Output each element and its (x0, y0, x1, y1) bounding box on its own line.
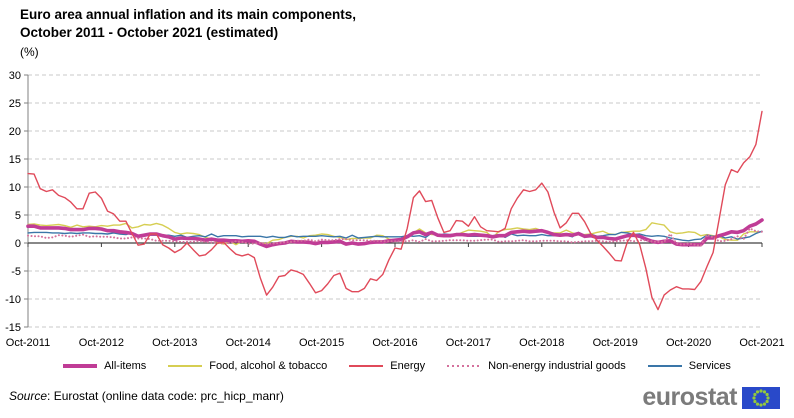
source-note: Source: Eurostat (online data code: prc_… (9, 389, 284, 403)
legend-item-all-items: All-items (63, 360, 146, 372)
source-text: : Eurostat (online data code: prc_hicp_m… (47, 389, 284, 403)
legend-item-services: Services (647, 360, 731, 372)
svg-text:30: 30 (9, 70, 21, 82)
svg-text:Oct-2016: Oct-2016 (372, 337, 417, 349)
legend-label: Services (688, 360, 731, 372)
svg-text:Oct-2017: Oct-2017 (446, 337, 491, 349)
svg-text:-10: -10 (5, 294, 21, 306)
svg-text:0: 0 (15, 238, 21, 250)
svg-text:5: 5 (15, 210, 21, 222)
chart-legend: All-items Food, alcohol & tobacco Energy… (0, 360, 794, 372)
legend-label: Food, alcohol & tobacco (209, 360, 328, 372)
svg-text:Oct-2018: Oct-2018 (519, 337, 564, 349)
eu-flag-icon (742, 387, 780, 409)
eurostat-logo: eurostat (642, 383, 780, 411)
chart-title-line2: October 2011 - October 2021 (estimated) (20, 25, 279, 40)
energy-line-swatch (349, 365, 384, 367)
svg-text:Oct-2014: Oct-2014 (226, 337, 271, 349)
all-items-line-swatch (63, 364, 98, 368)
svg-text:Oct-2020: Oct-2020 (666, 337, 711, 349)
services-line-swatch (647, 365, 682, 367)
chart-title-line1: Euro area annual inflation and its main … (20, 7, 357, 22)
line-chart-plot: 30 25 20 15 10 5 0 -5 -10 -15 Oct-2011 Oct-2012 Oct-… (5, 70, 785, 349)
eurostat-logo-text: eurostat (642, 383, 737, 411)
svg-text:Oct-2021: Oct-2021 (739, 337, 784, 349)
svg-text:-5: -5 (11, 266, 21, 278)
non-energy-dotted-swatch (447, 365, 482, 367)
legend-item-non-energy-industrial-goods: Non-energy industrial goods (447, 360, 626, 372)
eu-flag-stars (752, 389, 770, 407)
svg-text:10: 10 (9, 182, 21, 194)
svg-text:20: 20 (9, 126, 21, 138)
legend-label: All-items (104, 360, 147, 372)
source-word: Source (9, 389, 48, 403)
chart-unit-label: (%) (20, 45, 39, 59)
legend-label: Energy (390, 360, 426, 372)
svg-text:Oct-2012: Oct-2012 (79, 337, 124, 349)
svg-text:25: 25 (9, 98, 21, 110)
svg-text:15: 15 (9, 154, 21, 166)
svg-text:Oct-2015: Oct-2015 (299, 337, 344, 349)
food-line-swatch (168, 365, 203, 367)
chart-title-block: Euro area annual inflation and its main … (20, 6, 356, 59)
legend-label: Non-energy industrial goods (488, 360, 626, 372)
svg-text:Oct-2013: Oct-2013 (152, 337, 197, 349)
legend-item-food-alcohol-tobacco: Food, alcohol & tobacco (168, 360, 327, 372)
legend-item-energy: Energy (349, 360, 425, 372)
svg-text:Oct-2011: Oct-2011 (6, 337, 50, 349)
svg-text:Oct-2019: Oct-2019 (593, 337, 638, 349)
svg-text:-15: -15 (5, 322, 21, 334)
